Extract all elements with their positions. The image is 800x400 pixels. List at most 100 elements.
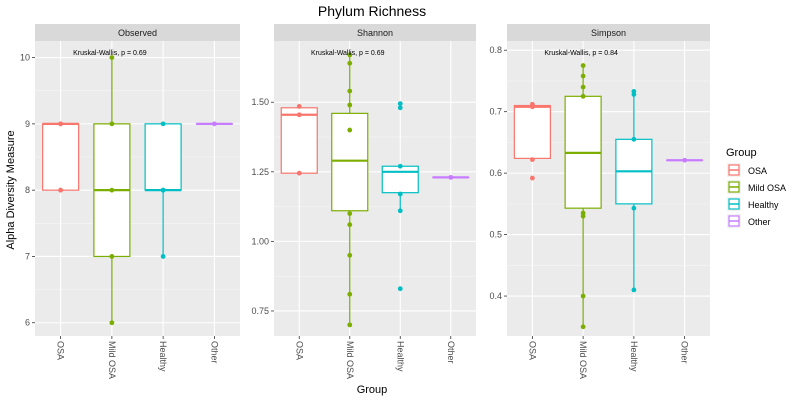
y-tick-label: 10 [20,53,30,63]
y-tick-label: 0.8 [489,45,502,55]
y-tick-label: 6 [25,318,30,328]
strip-label: Observed [118,28,157,38]
data-point-healthy [397,208,403,214]
strip-label: Simpson [591,28,626,38]
x-tick-label-mild-osa: Mild OSA [578,341,588,379]
data-point-healthy [631,92,637,97]
data-point-mild-osa [347,252,353,258]
y-tick-label: 0.4 [489,291,502,301]
box-osa [42,122,80,191]
legend-label: Healthy [748,200,779,210]
y-tick-label: 8 [25,185,30,195]
x-tick-label-healthy: Healthy [629,341,639,372]
strip-background [35,24,240,41]
data-point-mild-osa [347,102,353,108]
data-point-osa [296,170,302,176]
x-tick-label-healthy: Healthy [395,341,405,372]
legend-label: OSA [748,166,767,176]
legend-item-healthy: Healthy [727,197,779,211]
x-tick-label-osa: OSA [527,341,537,360]
data-point-mild-osa [109,254,115,259]
data-point-osa [58,121,64,127]
data-point-osa [529,175,535,181]
legend-item-other: Other [727,214,771,228]
data-point-osa [529,157,535,163]
box-healthy [381,165,419,211]
panel-background [274,41,476,336]
data-point-healthy [631,136,637,142]
kruskal-wallis-annotation: Kruskal-Wallis, p = 0.69 [311,50,385,57]
data-point-mild-osa [580,63,586,68]
data-point-mild-osa [347,211,353,216]
y-tick-label: 1.25 [251,167,269,177]
box-body [513,104,551,159]
facet-observed: Observed 6 7 8 9 10 OSA Mild OSA Healthy Other Kru… [20,24,240,379]
data-point-healthy [397,286,403,292]
panel-background [507,41,710,336]
data-point-mild-osa [347,291,353,297]
data-point-mild-osa [580,84,586,90]
legend-item-mild-osa: Mild OSA [727,180,786,194]
data-point-osa [529,104,535,110]
y-axis-title: Alpha Diversity Measure [5,130,17,249]
x-tick-label-other: Other [680,341,690,364]
x-tick-label-other: Other [209,341,219,364]
facet-simpson: Simpson 0.4 0.5 0.6 0.7 0.8 OSA Mild OSA Healthy… [489,24,710,379]
data-point-healthy [160,121,166,127]
strip-label: Shannon [357,28,393,38]
data-point-mild-osa [580,73,586,79]
y-tick-label: 0.75 [251,306,269,316]
box-body [42,123,80,191]
x-tick-label-osa: OSA [294,341,304,360]
legend-title: Group [726,147,757,159]
y-tick-label: 9 [25,119,30,129]
data-point-mild-osa [347,60,353,66]
legend-label: Other [748,217,771,227]
y-tick-label: 0.5 [489,230,502,240]
data-point-healthy [397,105,403,111]
data-point-mild-osa [109,55,115,60]
data-point-healthy [397,101,403,107]
data-point-healthy [397,191,403,197]
data-point-mild-osa [109,320,115,326]
y-tick-label: 0.7 [489,107,502,117]
data-point-mild-osa [580,213,586,219]
data-point-mild-osa [347,127,353,133]
data-point-mild-osa [347,52,353,58]
facet-panels: Observed 6 7 8 9 10 OSA Mild OSA Healthy Other Kru… [20,24,710,379]
box-body [381,165,419,194]
box-body [144,123,182,191]
data-point-healthy [160,187,166,193]
data-point-mild-osa [347,222,353,228]
data-point-healthy [631,205,637,211]
strip-background [274,24,476,41]
data-point-osa [296,104,302,109]
x-tick-label-other: Other [446,341,456,364]
data-point-mild-osa [109,187,115,193]
x-tick-label-mild-osa: Mild OSA [345,341,355,379]
data-point-mild-osa [347,322,353,328]
data-point-osa [296,112,302,118]
box-healthy [615,91,653,290]
legend-label: Mild OSA [748,183,786,193]
data-point-mild-osa [347,88,353,94]
chart-title: Phylum Richness [318,3,426,19]
data-point-healthy [397,163,403,169]
y-tick-label: 0.6 [489,168,502,178]
legend: Group OSA Mild OSA Healthy Other [726,147,786,228]
y-tick-label: 1.50 [251,97,269,107]
data-point-healthy [160,254,166,259]
x-tick-label-mild-osa: Mild OSA [107,341,117,379]
data-point-mild-osa [580,93,586,99]
data-point-other [682,157,688,163]
kruskal-wallis-annotation: Kruskal-Wallis, p = 0.69 [73,50,147,57]
data-point-mild-osa [580,324,586,330]
facet-shannon: Shannon 0.75 1.00 1.25 1.50 OSA Mild OSA Health… [251,24,476,379]
data-point-other [211,121,217,127]
data-point-mild-osa [580,293,586,299]
data-point-other [448,174,454,180]
box-osa [280,106,318,175]
x-tick-label-healthy: Healthy [158,341,168,372]
data-point-healthy [631,287,637,293]
